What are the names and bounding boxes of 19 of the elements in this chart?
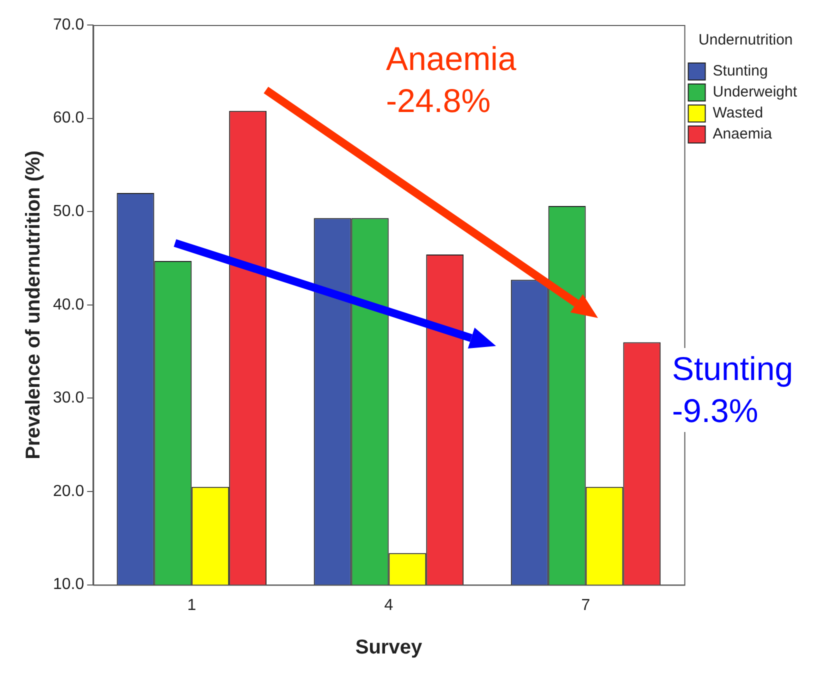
- y-tick-label: 40.0: [53, 296, 84, 314]
- x-tick-label: 4: [384, 596, 394, 614]
- legend-label: Stunting: [712, 62, 768, 80]
- y-tick-label: 60.0: [53, 110, 84, 127]
- legend-label: Anaemia: [712, 126, 773, 143]
- y-axis-title: Prevalence of undernutrition (%): [22, 150, 45, 460]
- legend-label: Underweight: [712, 84, 798, 101]
- y-tick-label: 30.0: [53, 390, 84, 407]
- y-tick-label: 10.0: [53, 576, 84, 594]
- legend-label: Wasted: [712, 104, 764, 122]
- x-axis-title: Survey: [355, 636, 423, 659]
- y-tick-label: 20.0: [53, 482, 84, 500]
- x-tick-label: 7: [581, 596, 590, 614]
- annotation: Stunting -9.3%: [672, 348, 794, 432]
- legend-title: Undernutrition: [698, 32, 793, 49]
- annotation: Anaemia -24.8%: [386, 38, 516, 122]
- x-tick-label: 1: [187, 596, 196, 614]
- y-tick-label: 70.0: [53, 16, 84, 34]
- y-tick-label: 50.0: [53, 203, 84, 220]
